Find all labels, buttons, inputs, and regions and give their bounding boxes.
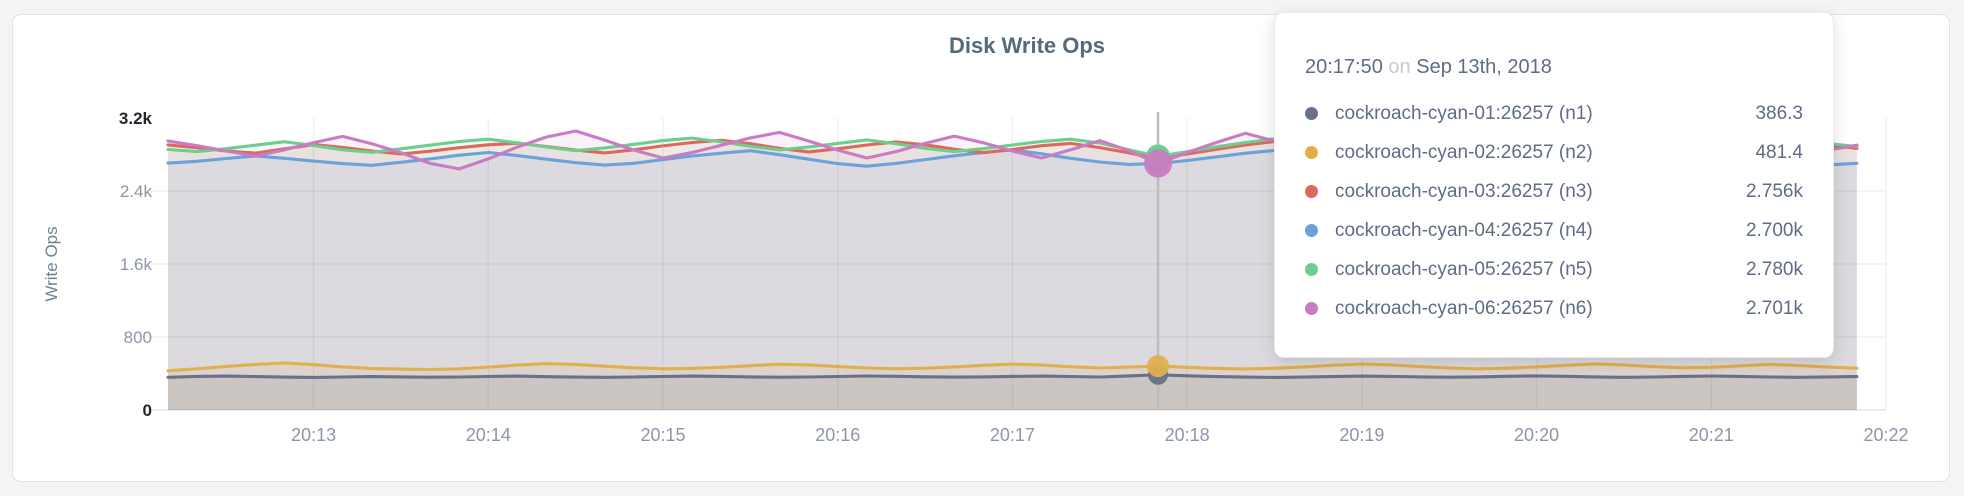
tooltip-series-row: cockroach-cyan-01:26257 (n1) 386.3	[1305, 94, 1803, 133]
series-value: 481.4	[1755, 141, 1803, 163]
series-value: 2.700k	[1745, 219, 1803, 241]
series-label: cockroach-cyan-03:26257 (n3)	[1335, 180, 1593, 202]
tooltip-on-text: on	[1388, 56, 1411, 78]
hover-dot-n2	[1147, 355, 1170, 378]
y-axis-tick-label: 3.2k	[119, 109, 153, 128]
x-axis-tick-label: 20:22	[1863, 425, 1908, 445]
tooltip-series-row: cockroach-cyan-04:26257 (n4) 2.700k	[1305, 211, 1803, 250]
x-axis-tick-label: 20:18	[1165, 425, 1210, 445]
y-axis-tick-label: 0	[143, 401, 152, 420]
series-color-dot-icon	[1305, 107, 1318, 120]
y-axis-tick-label: 800	[124, 328, 152, 347]
y-axis-tick-label: 2.4k	[120, 182, 153, 201]
tooltip-series-row: cockroach-cyan-06:26257 (n6) 2.701k	[1305, 289, 1803, 328]
series-area-2	[168, 363, 1857, 410]
hover-dot-n6	[1144, 149, 1173, 178]
series-label: cockroach-cyan-01:26257 (n1)	[1335, 102, 1593, 124]
series-label: cockroach-cyan-05:26257 (n5)	[1335, 258, 1593, 280]
x-axis-tick-label: 20:14	[466, 425, 511, 445]
series-label: cockroach-cyan-06:26257 (n6)	[1335, 297, 1593, 319]
series-color-dot-icon	[1305, 302, 1318, 315]
series-label: cockroach-cyan-02:26257 (n2)	[1335, 141, 1593, 163]
series-color-dot-icon	[1305, 146, 1318, 159]
x-axis-tick-label: 20:17	[990, 425, 1035, 445]
series-value: 2.756k	[1745, 180, 1803, 202]
series-label: cockroach-cyan-04:26257 (n4)	[1335, 219, 1593, 241]
series-line-n2	[166, 361, 1859, 373]
series-value: 2.701k	[1745, 297, 1803, 319]
series-color-dot-icon	[1305, 185, 1318, 198]
chart-title: Disk Write Ops	[948, 33, 1106, 58]
y-axis-tick-label: 1.6k	[120, 255, 153, 274]
series-color-dot-icon	[1305, 224, 1318, 237]
series-color-dot-icon	[1305, 263, 1318, 276]
tooltip-time: 20:17:50	[1305, 56, 1383, 78]
series-area-1	[168, 374, 1857, 410]
tooltip-date: Sep 13th, 2018	[1416, 56, 1552, 78]
x-axis-tick-label: 20:20	[1514, 425, 1559, 445]
tooltip-rows: cockroach-cyan-01:26257 (n1) 386.3 cockroa…	[1305, 94, 1803, 328]
tooltip-series-row: cockroach-cyan-05:26257 (n5) 2.780k	[1305, 250, 1803, 289]
tooltip-series-row: cockroach-cyan-03:26257 (n3) 2.756k	[1305, 172, 1803, 211]
x-axis-tick-label: 20:21	[1689, 425, 1734, 445]
x-axis-tick-label: 20:15	[640, 425, 685, 445]
tooltip-series-row: cockroach-cyan-02:26257 (n2) 481.4	[1305, 133, 1803, 172]
series-line-n1	[166, 373, 1859, 379]
x-axis-tick-label: 20:19	[1339, 425, 1384, 445]
series-value: 386.3	[1755, 102, 1803, 124]
tooltip-header: 20:17:50 on Sep 13th, 2018	[1305, 53, 1803, 81]
chart-tooltip: 20:17:50 on Sep 13th, 2018 cockroach-cya…	[1274, 12, 1834, 358]
x-axis-tick-label: 20:13	[291, 425, 336, 445]
series-value: 2.780k	[1745, 258, 1803, 280]
x-axis-tick-label: 20:16	[815, 425, 860, 445]
